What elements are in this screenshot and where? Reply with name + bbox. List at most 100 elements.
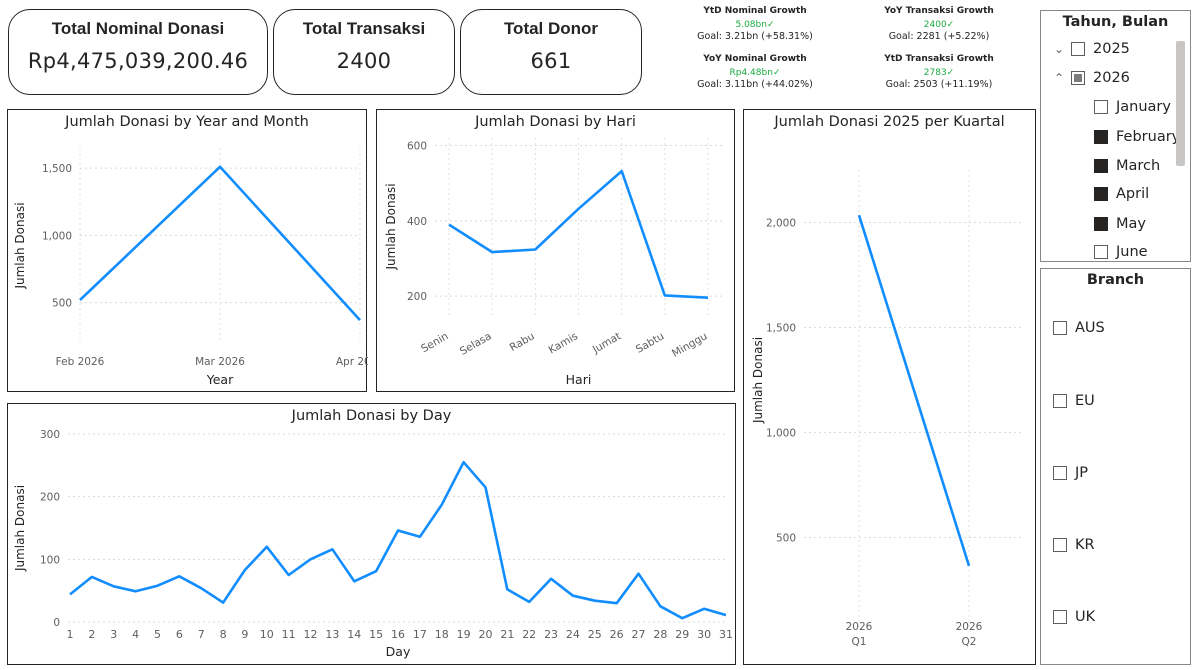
chart-kuartal[interactable]: Jumlah Donasi 2025 per Kuartal 500 1,000 1… bbox=[743, 109, 1036, 665]
x-tick-label: 29 bbox=[675, 628, 689, 641]
checkbox[interactable] bbox=[1094, 245, 1108, 259]
kpi-ytd-transaksi-growth: YtD Transaksi Growth 2783✓ Goal: 2503 (+… bbox=[859, 54, 1019, 90]
x-tick-label: 8 bbox=[220, 628, 227, 641]
card-value: 2400 bbox=[336, 49, 392, 73]
checkbox[interactable] bbox=[1053, 466, 1067, 480]
checkbox[interactable] bbox=[1053, 610, 1067, 624]
checkbox[interactable] bbox=[1053, 321, 1067, 335]
slicer-month-label: June bbox=[1116, 244, 1148, 260]
slicer-month-label: April bbox=[1116, 186, 1150, 202]
kpi-title: YtD Transaksi Growth bbox=[884, 54, 994, 64]
y-tick-label: 300 bbox=[40, 429, 60, 441]
card-total-donor: Total Donor 661 bbox=[460, 9, 642, 95]
chart-hari[interactable]: Jumlah Donasi by Hari 200 400 600 Senin Sela… bbox=[376, 109, 735, 392]
slicer-branch[interactable]: Branch AUS EU JP KR UK bbox=[1040, 268, 1191, 665]
kpi-value: 2783 bbox=[923, 68, 947, 78]
kpi-title: YoY Nominal Growth bbox=[703, 54, 807, 64]
y-tick-label: 400 bbox=[407, 216, 427, 228]
chart-title: Jumlah Donasi by Hari bbox=[475, 114, 636, 130]
slicer-branch-label: JP bbox=[1075, 465, 1089, 481]
slicer-branch-aus[interactable]: AUS bbox=[1053, 320, 1105, 336]
x-tick-label: 22 bbox=[522, 628, 536, 641]
kpi-goal: Goal: 3.11bn (+44.02%) bbox=[697, 79, 813, 90]
y-axis-title: Jumlah Donasi bbox=[384, 183, 398, 270]
x-tick-label: Rabu bbox=[508, 330, 537, 354]
kpi-yoy-nominal-growth: YoY Nominal Growth Rp4.48bn✓ Goal: 3.11b… bbox=[675, 54, 835, 90]
slicer-branch-label: AUS bbox=[1075, 320, 1105, 336]
slicer-year-2026[interactable]: ⌃ 2026 bbox=[1051, 70, 1130, 86]
checkbox-partial[interactable] bbox=[1071, 71, 1085, 85]
slicer-branch-uk[interactable]: UK bbox=[1053, 609, 1095, 625]
y-tick-label: 500 bbox=[52, 298, 72, 310]
checkbox[interactable] bbox=[1053, 538, 1067, 552]
kpi-value: 5.08bn bbox=[735, 20, 767, 30]
y-axis-title: Jumlah Donasi bbox=[13, 202, 27, 289]
check-icon: ✓ bbox=[766, 20, 775, 30]
slicer-month-january[interactable]: January bbox=[1094, 99, 1171, 115]
y-tick-label: 1,000 bbox=[42, 230, 72, 242]
checkbox-checked[interactable] bbox=[1094, 217, 1108, 231]
x-tick-label: 25 bbox=[588, 628, 602, 641]
x-tick-label: Jumat bbox=[590, 330, 623, 356]
slicer-tahun-bulan[interactable]: Tahun, Bulan ⌄ 2025 ⌃ 2026 January Febru… bbox=[1040, 10, 1191, 262]
chart-year-month[interactable]: Jumlah Donasi by Year and Month 500 1,000… bbox=[7, 109, 368, 392]
check-icon: ✓ bbox=[772, 68, 781, 78]
x-tick-label: 10 bbox=[260, 628, 274, 641]
x-axis-title: Year bbox=[206, 372, 234, 387]
slicer-month-march[interactable]: March bbox=[1094, 158, 1160, 174]
slicer-year-label: 2025 bbox=[1093, 41, 1130, 57]
checkbox-checked[interactable] bbox=[1094, 159, 1108, 173]
x-tick-label: 30 bbox=[697, 628, 711, 641]
checkbox[interactable] bbox=[1094, 100, 1108, 114]
slicer-title: Tahun, Bulan bbox=[1062, 14, 1169, 30]
x-tick-label: 23 bbox=[544, 628, 558, 641]
x-tick-label: Kamis bbox=[546, 330, 580, 356]
x-tick-label: 9 bbox=[241, 628, 248, 641]
x-tick-label: 18 bbox=[435, 628, 449, 641]
x-tick-label: Senin bbox=[419, 330, 450, 355]
x-tick-label: 2026 bbox=[846, 621, 873, 633]
card-title: Total Nominal Donasi bbox=[51, 19, 225, 38]
slicer-month-label: January bbox=[1116, 99, 1171, 115]
slicer-month-february[interactable]: February bbox=[1094, 129, 1180, 145]
series-line bbox=[79, 165, 361, 321]
checkbox[interactable] bbox=[1053, 394, 1067, 408]
kpi-title: YtD Nominal Growth bbox=[703, 6, 807, 16]
chart-title: Jumlah Donasi by Day bbox=[291, 408, 452, 424]
series-line bbox=[857, 214, 971, 567]
x-tick-label: Feb 2026 bbox=[56, 356, 105, 368]
y-tick-label: 600 bbox=[407, 141, 427, 153]
chevron-down-icon[interactable]: ⌄ bbox=[1053, 42, 1065, 56]
x-tick-label: 28 bbox=[653, 628, 667, 641]
checkbox-checked[interactable] bbox=[1094, 130, 1108, 144]
slicer-branch-label: KR bbox=[1075, 537, 1095, 553]
chart-day[interactable]: Jumlah Donasi by Day 0 100 200 300 1 2 3 4 5 6 7 8 9… bbox=[7, 403, 736, 665]
scrollbar[interactable] bbox=[1176, 41, 1185, 166]
slicer-month-june[interactable]: June bbox=[1094, 244, 1148, 260]
slicer-year-2025[interactable]: ⌄ 2025 bbox=[1051, 41, 1130, 57]
y-tick-label: 200 bbox=[40, 492, 60, 504]
card-title: Total Donor bbox=[503, 19, 599, 38]
slicer-month-april[interactable]: April bbox=[1094, 186, 1149, 202]
slicer-branch-kr[interactable]: KR bbox=[1053, 537, 1095, 553]
x-tick-label: 5 bbox=[154, 628, 161, 641]
slicer-branch-eu[interactable]: EU bbox=[1053, 393, 1095, 409]
chevron-up-icon[interactable]: ⌃ bbox=[1053, 71, 1065, 85]
slicer-month-label: May bbox=[1116, 216, 1146, 232]
x-tick-label: 15 bbox=[369, 628, 383, 641]
x-tick-label: 6 bbox=[176, 628, 183, 641]
slicer-month-label: February bbox=[1116, 129, 1181, 145]
y-tick-label: 2,000 bbox=[766, 218, 796, 230]
x-tick-label: Mar 2026 bbox=[195, 356, 245, 368]
x-tick-label: 3 bbox=[110, 628, 117, 641]
slicer-month-may[interactable]: May bbox=[1094, 216, 1146, 232]
slicer-month-label: March bbox=[1116, 158, 1161, 174]
kpi-goal: Goal: 2281 (+5.22%) bbox=[888, 31, 990, 42]
checkbox-checked[interactable] bbox=[1094, 187, 1108, 201]
x-tick-label: 19 bbox=[457, 628, 471, 641]
x-tick-label: 2 bbox=[88, 628, 95, 641]
checkbox[interactable] bbox=[1071, 42, 1085, 56]
card-title: Total Transaksi bbox=[302, 19, 426, 38]
slicer-branch-jp[interactable]: JP bbox=[1053, 465, 1088, 481]
